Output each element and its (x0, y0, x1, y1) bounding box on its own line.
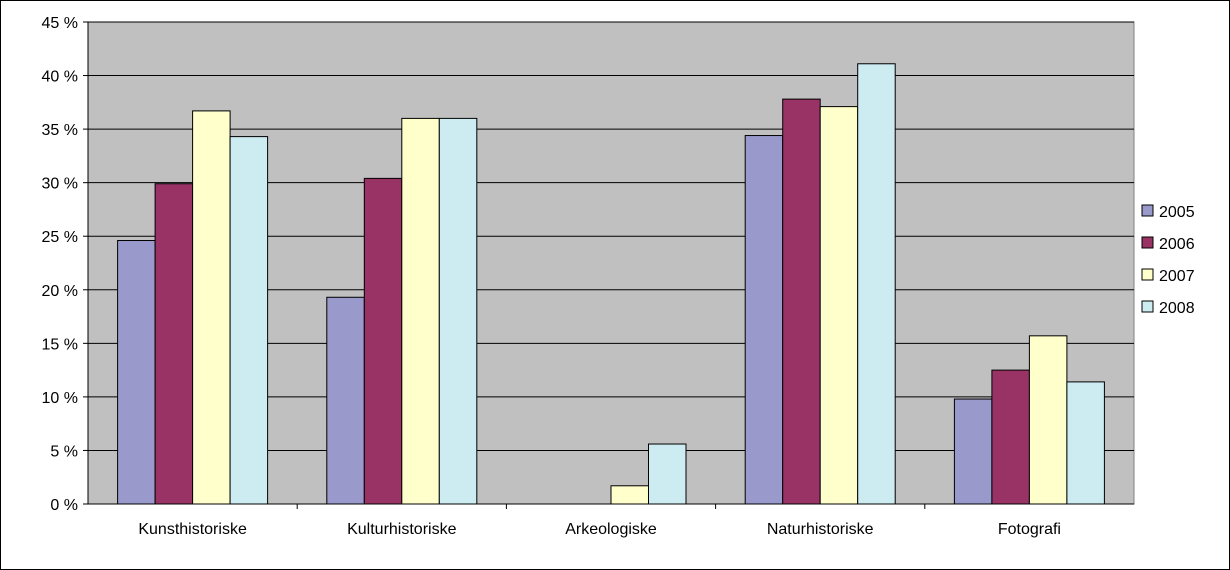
y-tick-label: 20 % (42, 283, 78, 300)
x-tick-label: Naturhistoriske (767, 521, 874, 538)
bar-2007-fotografi (1028, 335, 1068, 505)
x-tick-label: Fotografi (998, 521, 1061, 538)
legend-swatch-2006 (1141, 236, 1154, 249)
bar-2007-naturhistoriske (819, 106, 859, 505)
y-tick-label: 30 % (42, 176, 78, 193)
bar-2006-kunsthistoriske (154, 183, 194, 505)
x-tick-label: Kulturhistoriske (347, 521, 456, 538)
y-tick-label: 35 % (42, 122, 78, 139)
bar-2006-kulturhistoriske (363, 177, 403, 505)
bar-2005-kunsthistoriske (117, 240, 156, 505)
y-tick-label: 45 % (42, 15, 78, 32)
y-tick-label: 15 % (42, 336, 78, 353)
bar-2007-kunsthistoriske (192, 110, 231, 505)
bars (117, 63, 1105, 505)
legend-label-2008: 2008 (1159, 300, 1195, 317)
legend-swatch-2005 (1141, 204, 1154, 217)
bar-2006-naturhistoriske (782, 98, 821, 505)
legend-label-2005: 2005 (1159, 204, 1195, 221)
bar-2007-arkeologiske (610, 485, 649, 505)
legend-label-2007: 2007 (1159, 268, 1195, 285)
bar-2005-fotografi (953, 398, 993, 505)
y-tick-label: 40 % (42, 69, 78, 86)
bar-2005-naturhistoriske (744, 135, 784, 505)
bar-2007-kulturhistoriske (401, 117, 440, 505)
y-tick-label: 0 % (50, 497, 78, 514)
legend-label-2006: 2006 (1159, 236, 1195, 253)
bar-2008-arkeologiske (648, 443, 687, 505)
bar-2008-kulturhistoriske (438, 117, 478, 505)
legend: 2005 2006 2007 2008 (1141, 204, 1195, 317)
bar-2005-kulturhistoriske (326, 296, 365, 505)
x-tick-label: Kunsthistoriske (138, 521, 247, 538)
y-tick-label: 5 % (50, 443, 78, 460)
bar-2008-fotografi (1066, 381, 1105, 505)
x-tick-label: Arkeologiske (565, 521, 657, 538)
bar-2008-naturhistoriske (857, 63, 896, 505)
legend-swatch-2008 (1141, 300, 1154, 313)
legend-swatch-2007 (1141, 268, 1154, 281)
bar-2006-fotografi (991, 369, 1030, 505)
bar-2008-kunsthistoriske (229, 136, 269, 505)
axes: 0 % 5 % 10 % 15 % 20 % 25 % 30 % 35 % 40 % 45 % Ku… (42, 15, 1134, 538)
y-tick-label: 10 % (42, 390, 78, 407)
y-tick-label: 25 % (42, 229, 78, 246)
